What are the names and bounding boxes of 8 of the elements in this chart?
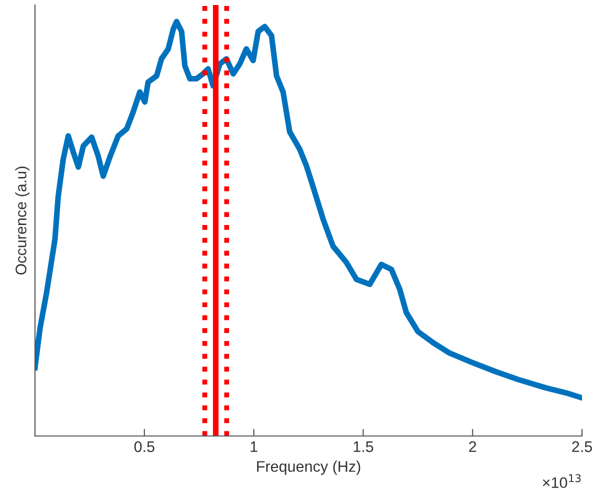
x-tick-label: 2 — [469, 441, 476, 452]
x-tick-label: 1 — [250, 441, 258, 452]
text: ×10$^{13}$ — [542, 474, 581, 488]
x-tick-label: 2.5 — [572, 441, 592, 452]
x-axis-title: Frequency (Hz) — [257, 460, 360, 475]
x-tick-label: 1.5 — [354, 441, 374, 452]
y-axis-title: Occurence (a.u) — [15, 166, 30, 275]
x-tick-label: 0.5 — [134, 441, 154, 452]
